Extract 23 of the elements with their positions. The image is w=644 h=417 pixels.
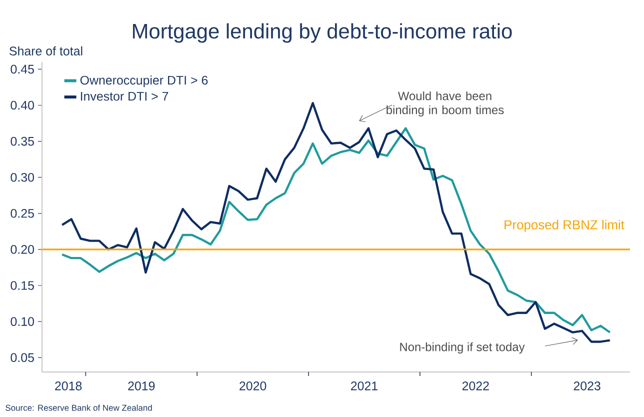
y-tick-label: 0.35: [10, 136, 34, 146]
x-tick-label: 2019: [128, 382, 155, 390]
annotation: Would have been binding in boom times: [386, 91, 504, 117]
legend-label: Investor DTI > 7: [80, 92, 168, 101]
y-tick-label: 0.15: [10, 281, 34, 290]
ref-line-label: Proposed RBNZ limit: [504, 220, 624, 232]
y-axis-title: Share of total: [10, 46, 82, 56]
x-tick-label: 2021: [351, 382, 378, 390]
y-tick-label: 0.45: [10, 64, 34, 74]
x-tick-label: 2022: [462, 382, 489, 390]
source-note: Source: Reserve Bank of New Zealand: [6, 404, 152, 411]
y-tick-label: 0.30: [10, 172, 34, 182]
chart-title: Mortgage lending by debt-to-income ratio: [132, 23, 512, 43]
legend-label: Owneroccupier DTI > 6: [80, 75, 208, 88]
y-tick-label: 0.25: [10, 208, 34, 218]
x-tick-label: 2018: [55, 382, 82, 390]
y-tick-label: 0.10: [10, 317, 34, 326]
y-tick-label: 0.05: [10, 353, 34, 362]
annotation: Non-binding if set today: [400, 342, 525, 354]
x-tick-label: 2023: [574, 382, 600, 390]
y-tick-label: 0.40: [10, 100, 34, 110]
y-tick-label: 0.20: [10, 245, 34, 254]
x-tick-label: 2020: [240, 382, 266, 390]
